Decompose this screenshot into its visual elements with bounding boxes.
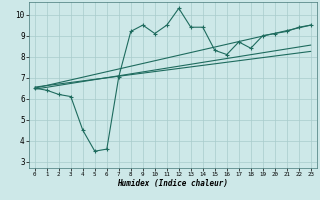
X-axis label: Humidex (Indice chaleur): Humidex (Indice chaleur) xyxy=(117,179,228,188)
